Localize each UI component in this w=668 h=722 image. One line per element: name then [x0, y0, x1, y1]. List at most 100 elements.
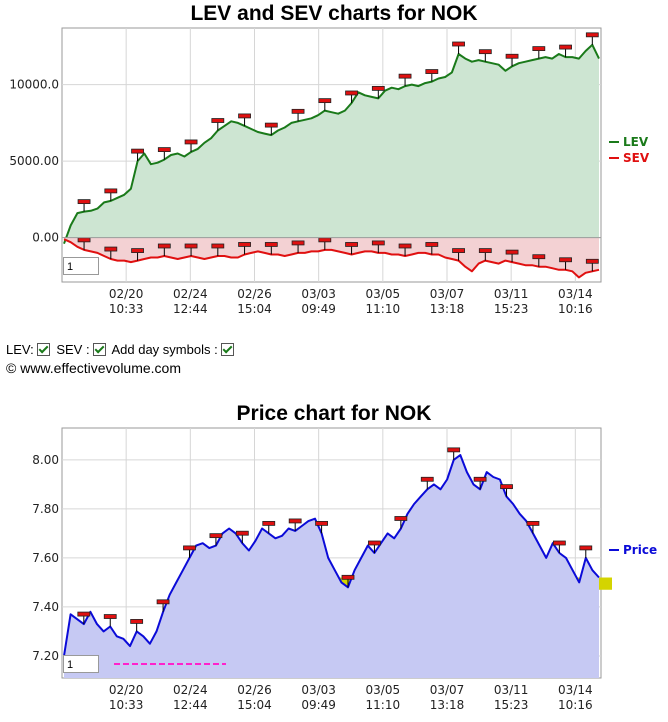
day-symbol — [532, 46, 546, 52]
day-symbols-checkbox[interactable] — [220, 343, 234, 356]
day-symbol — [183, 545, 196, 551]
copyright-link[interactable]: © www.effectivevolume.com — [6, 360, 182, 376]
series-line — [63, 238, 600, 279]
day-symbol — [157, 147, 171, 152]
x-tick-label: 02/20 — [109, 287, 144, 301]
day-symbol — [398, 73, 412, 79]
x-tick-label: 03/14 — [558, 287, 593, 301]
day-symbol — [447, 447, 461, 453]
day-symbol — [345, 90, 358, 96]
day-symbol — [184, 243, 198, 249]
y-tick-label: 5000.00 — [9, 154, 59, 168]
day-symbol — [505, 53, 519, 59]
day-symbol — [262, 520, 276, 526]
day-symbol — [315, 520, 328, 526]
day-symbol — [341, 574, 355, 580]
x-tick-label: 15:04 — [237, 698, 272, 712]
x-tick-label: 11:10 — [366, 302, 401, 316]
day-symbol — [264, 242, 278, 247]
zoom-input-2[interactable]: 1 — [63, 655, 99, 673]
lev-checkbox[interactable] — [36, 343, 50, 356]
y-tick-label: 0.00 — [32, 231, 59, 245]
series-options: LEV: SEV : Add day symbols : — [6, 342, 237, 357]
day-symbol — [77, 199, 91, 205]
x-tick-label: 10:16 — [558, 698, 593, 712]
day-symbol — [131, 248, 144, 253]
day-symbol — [184, 139, 198, 145]
x-tick-label: 03/11 — [494, 683, 529, 697]
zoom-input-1[interactable]: 1 — [63, 257, 99, 275]
x-tick-label: 02/26 — [237, 287, 272, 301]
day-symbol — [264, 122, 278, 128]
day-symbol — [532, 254, 546, 260]
x-tick-label: 09:49 — [301, 302, 336, 316]
day-symbol — [368, 540, 381, 546]
x-tick-label: 15:23 — [494, 698, 529, 712]
x-tick-label: 12:44 — [173, 698, 208, 712]
day-symbol — [209, 533, 223, 539]
day-symbol — [371, 85, 385, 91]
legend-entry: Price — [623, 543, 657, 557]
day-symbol — [526, 520, 540, 526]
y-tick-label: 8.00 — [32, 453, 59, 467]
day-symbol — [585, 258, 599, 264]
day-symbols-label: Add day symbols : — [111, 342, 218, 357]
x-tick-label: 03/07 — [430, 287, 465, 301]
x-tick-label: 03/11 — [494, 287, 529, 301]
sev-label: SEV : — [56, 342, 90, 357]
day-symbol — [157, 243, 171, 249]
series-line — [63, 454, 600, 657]
x-tick-label: 03/14 — [558, 683, 593, 697]
day-symbol — [130, 619, 144, 624]
day-symbol — [394, 516, 408, 521]
series-line — [63, 43, 600, 245]
series-area — [64, 44, 599, 244]
chart1-title: LEV and SEV charts for NOK — [190, 2, 478, 25]
x-tick-label: 02/26 — [237, 683, 272, 697]
day-symbol — [235, 530, 249, 536]
x-tick-label: 09:49 — [301, 698, 336, 712]
x-tick-label: 13:18 — [430, 302, 465, 316]
day-symbol — [425, 242, 439, 247]
day-symbol — [579, 545, 593, 551]
x-tick-label: 03/03 — [301, 287, 336, 301]
legend-entry: SEV — [623, 151, 650, 165]
day-symbol — [559, 257, 572, 263]
day-symbol — [473, 476, 487, 482]
day-symbol — [131, 148, 144, 154]
chart2-title: Price chart for NOK — [236, 402, 432, 425]
y-tick-label: 7.20 — [32, 649, 59, 663]
x-tick-label: 12:44 — [173, 302, 208, 316]
x-tick-label: 02/24 — [173, 683, 208, 697]
day-symbol — [288, 518, 302, 524]
x-tick-label: 10:33 — [109, 302, 144, 316]
x-tick-label: 03/03 — [301, 683, 336, 697]
day-symbol — [104, 188, 118, 194]
day-symbol — [211, 118, 225, 123]
day-symbol — [505, 249, 519, 255]
day-symbol — [552, 540, 566, 546]
x-tick-label: 10:16 — [558, 302, 593, 316]
y-tick-label: 7.40 — [32, 600, 59, 614]
day-symbol — [559, 44, 572, 50]
x-tick-label: 03/05 — [366, 683, 401, 697]
y-tick-label: 7.60 — [32, 551, 59, 565]
sev-checkbox[interactable] — [92, 343, 106, 356]
day-symbol — [425, 69, 439, 74]
x-tick-label: 15:23 — [494, 302, 529, 316]
y-tick-label: 10000.0 — [9, 78, 59, 92]
lev-label: LEV: — [6, 342, 34, 357]
day-symbol — [452, 248, 465, 253]
day-symbol — [238, 113, 251, 119]
day-symbol — [103, 614, 117, 619]
day-symbol — [291, 240, 305, 246]
day-symbol — [104, 246, 118, 252]
day-symbol — [156, 599, 170, 605]
day-symbol — [478, 49, 492, 55]
x-tick-label: 02/20 — [109, 683, 144, 697]
day-symbol — [318, 98, 332, 104]
x-tick-label: 03/07 — [430, 683, 465, 697]
legend-entry: LEV — [623, 135, 649, 149]
series-area — [64, 237, 599, 278]
